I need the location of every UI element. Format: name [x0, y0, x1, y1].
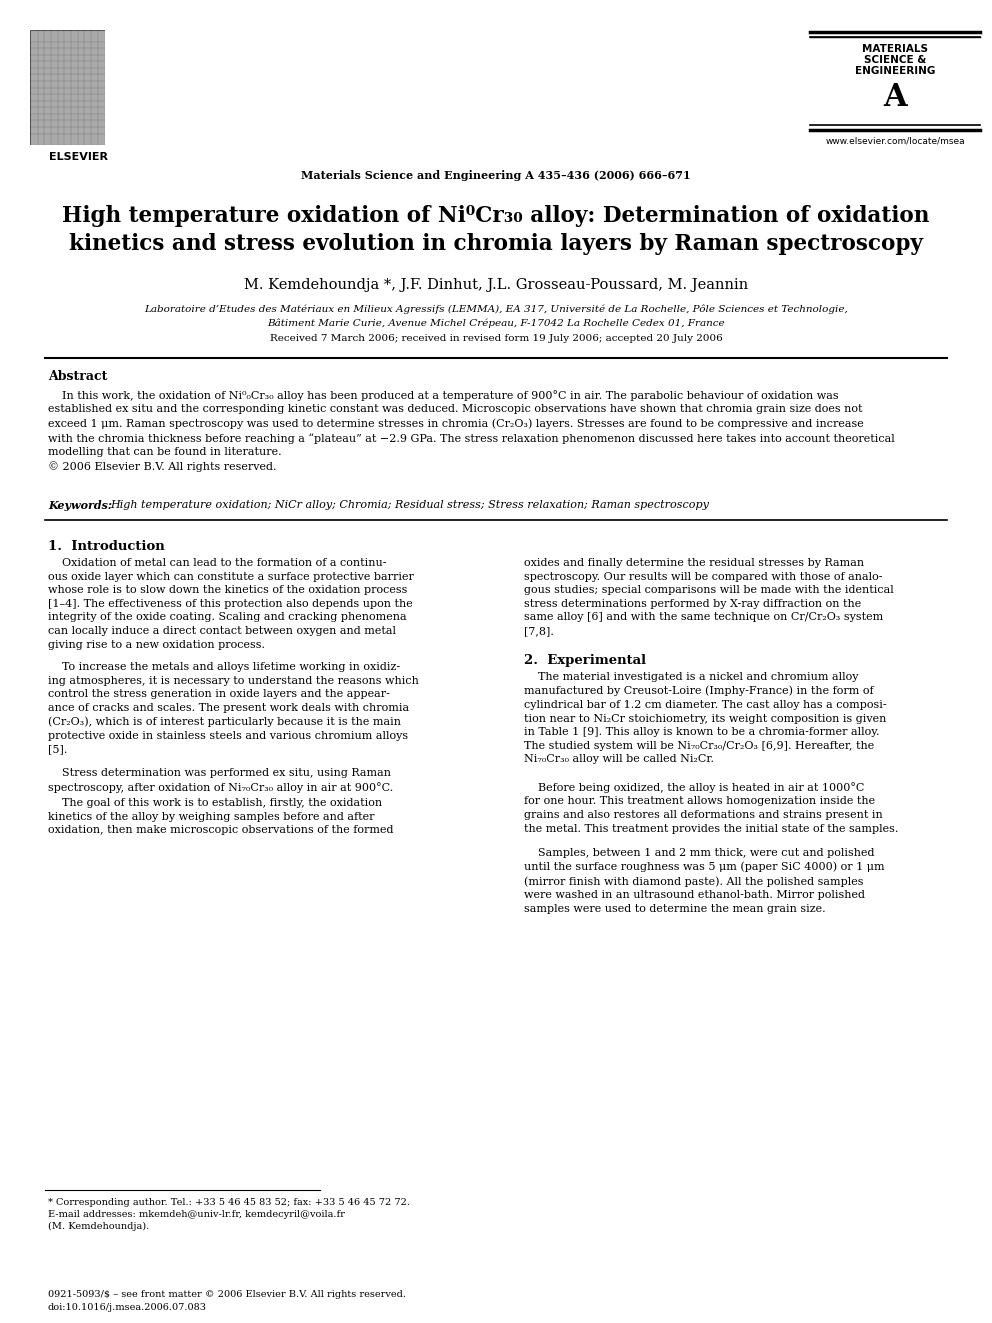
FancyBboxPatch shape — [30, 30, 105, 146]
Text: Before being oxidized, the alloy is heated in air at 1000°C
for one hour. This t: Before being oxidized, the alloy is heat… — [524, 782, 899, 833]
Text: Materials Science and Engineering A 435–436 (2006) 666–671: Materials Science and Engineering A 435–… — [302, 169, 690, 181]
Text: 0921-5093/$ – see front matter © 2006 Elsevier B.V. All rights reserved.: 0921-5093/$ – see front matter © 2006 El… — [48, 1290, 406, 1299]
Text: (M. Kemdehoundja).: (M. Kemdehoundja). — [48, 1222, 149, 1232]
Text: M. Kemdehoundja *, J.F. Dinhut, J.L. Grosseau-Poussard, M. Jeannin: M. Kemdehoundja *, J.F. Dinhut, J.L. Gro… — [244, 278, 748, 292]
Text: Oxidation of metal can lead to the formation of a continu-
ous oxide layer which: Oxidation of metal can lead to the forma… — [48, 558, 414, 650]
Text: www.elsevier.com/locate/msea: www.elsevier.com/locate/msea — [825, 136, 965, 146]
Text: * Corresponding author. Tel.: +33 5 46 45 83 52; fax: +33 5 46 45 72 72.: * Corresponding author. Tel.: +33 5 46 4… — [48, 1199, 410, 1207]
Text: ELSEVIER: ELSEVIER — [49, 152, 107, 161]
Text: Received 7 March 2006; received in revised form 19 July 2006; accepted 20 July 2: Received 7 March 2006; received in revis… — [270, 333, 722, 343]
Text: Samples, between 1 and 2 mm thick, were cut and polished
until the surface rough: Samples, between 1 and 2 mm thick, were … — [524, 848, 885, 914]
Text: SCIENCE &: SCIENCE & — [864, 56, 927, 65]
Text: doi:10.1016/j.msea.2006.07.083: doi:10.1016/j.msea.2006.07.083 — [48, 1303, 207, 1312]
Text: ENGINEERING: ENGINEERING — [855, 66, 935, 75]
Text: Stress determination was performed ex situ, using Raman
spectroscopy, after oxid: Stress determination was performed ex si… — [48, 767, 393, 792]
Text: To increase the metals and alloys lifetime working in oxidiz-
ing atmospheres, i: To increase the metals and alloys lifeti… — [48, 662, 419, 754]
Text: In this work, the oxidation of Ni⁰₀Cr₃₀ alloy has been produced at a temperature: In this work, the oxidation of Ni⁰₀Cr₃₀ … — [48, 390, 895, 472]
Text: oxides and finally determine the residual stresses by Raman
spectroscopy. Our re: oxides and finally determine the residua… — [524, 558, 894, 636]
Text: Bâtiment Marie Curie, Avenue Michel Crépeau, F-17042 La Rochelle Cedex 01, Franc: Bâtiment Marie Curie, Avenue Michel Crép… — [267, 318, 725, 328]
Text: Keywords:: Keywords: — [48, 500, 112, 511]
Text: E-mail addresses: mkemdeh@univ-lr.fr, kemdecyril@voila.fr: E-mail addresses: mkemdeh@univ-lr.fr, ke… — [48, 1211, 345, 1218]
Text: The goal of this work is to establish, firstly, the oxidation
kinetics of the al: The goal of this work is to establish, f… — [48, 798, 394, 835]
Text: MATERIALS: MATERIALS — [862, 44, 928, 54]
Text: Laboratoire d’Etudes des Matériaux en Milieux Agressifs (LEMMA), EA 317, Univers: Laboratoire d’Etudes des Matériaux en Mi… — [144, 304, 848, 314]
Text: 2.  Experimental: 2. Experimental — [524, 654, 646, 667]
Text: The material investigated is a nickel and chromium alloy
manufactured by Creusot: The material investigated is a nickel an… — [524, 672, 887, 765]
Text: High temperature oxidation; NiCr alloy; Chromia; Residual stress; Stress relaxat: High temperature oxidation; NiCr alloy; … — [110, 500, 709, 509]
Text: A: A — [883, 82, 907, 112]
Text: kinetics and stress evolution in chromia layers by Raman spectroscopy: kinetics and stress evolution in chromia… — [69, 233, 923, 255]
Text: High temperature oxidation of Ni⁰Cr₃₀ alloy: Determination of oxidation: High temperature oxidation of Ni⁰Cr₃₀ al… — [62, 205, 930, 228]
Text: Abstract: Abstract — [48, 370, 107, 382]
Text: 1.  Introduction: 1. Introduction — [48, 540, 165, 553]
